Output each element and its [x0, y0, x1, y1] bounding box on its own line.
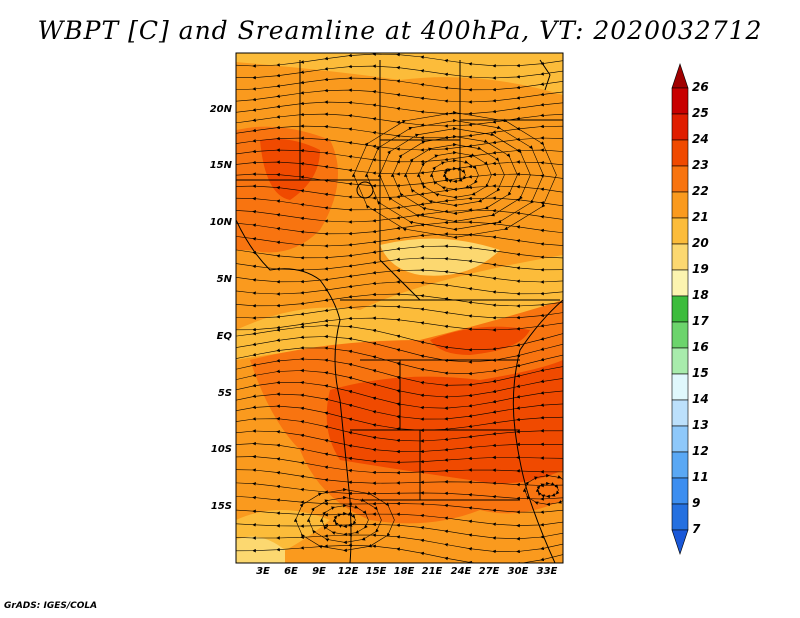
colorbar-segment — [671, 321, 689, 349]
lat-label-20n: 20N — [209, 104, 232, 115]
lon-label-3e: 3E — [256, 566, 270, 577]
colorbar-label-26: 26 — [692, 80, 709, 94]
streamlines — [236, 53, 563, 563]
lon-label-6e: 6E — [284, 566, 298, 577]
colorbar-segment — [671, 217, 689, 245]
colorbar-label-20: 20 — [692, 236, 709, 250]
colorbar-segment — [671, 477, 689, 505]
colorbar-label-9: 9 — [692, 496, 701, 510]
colorbar-segment — [671, 191, 689, 219]
streamline — [236, 88, 563, 104]
colorbar-segment — [671, 503, 689, 531]
colorbar-segment — [671, 373, 689, 401]
colorbar-segment — [671, 451, 689, 479]
lon-label-9e: 9E — [312, 566, 326, 577]
colorbar-label-23: 23 — [692, 158, 709, 172]
grads-credit: GrADS: IGES/COLA — [4, 601, 98, 611]
colorbar-segment — [671, 399, 689, 427]
lat-label-5s: 5S — [217, 388, 232, 399]
colorbar-label-24: 24 — [692, 132, 709, 146]
colorbar-label-13: 13 — [692, 418, 709, 432]
lon-label-27e: 27E — [478, 566, 500, 577]
lon-label-21e: 21E — [421, 566, 443, 577]
colorbar-bottom-arrow — [671, 529, 689, 555]
lon-label-24e: 24E — [450, 566, 472, 577]
colorbar-label-21: 21 — [692, 210, 709, 224]
colorbar-segment — [671, 425, 689, 453]
colorbar-label-22: 22 — [692, 184, 709, 198]
colorbar-label-14: 14 — [692, 392, 709, 406]
colorbar-segment — [671, 139, 689, 167]
colorbar-segment — [671, 347, 689, 375]
colorbar-segment — [671, 113, 689, 141]
lat-label-eq: EQ — [216, 331, 232, 342]
colorbar-label-11: 11 — [692, 470, 709, 484]
colorbar-label-19: 19 — [692, 262, 709, 276]
lat-label-15s: 15S — [210, 501, 232, 512]
streamline — [236, 543, 563, 563]
colorbar — [671, 63, 689, 555]
streamline — [236, 100, 563, 116]
colorbar-segment — [671, 269, 689, 297]
colorbar-segment — [671, 87, 689, 115]
lon-label-30e: 30E — [507, 566, 529, 577]
streamline — [351, 110, 557, 240]
colorbar-label-18: 18 — [692, 288, 709, 302]
colorbar-label-25: 25 — [692, 106, 709, 120]
colorbar-label-17: 17 — [692, 314, 709, 328]
map-title: WBPT [C] and Sreamline at 400hPa, VT: 20… — [37, 16, 763, 45]
streamline — [293, 487, 395, 553]
lon-label-15e: 15E — [365, 566, 387, 577]
colorbar-label-16: 16 — [692, 340, 709, 354]
lon-label-33e: 33E — [536, 566, 558, 577]
colorbar-label-15: 15 — [692, 366, 709, 380]
lon-label-18e: 18E — [393, 566, 415, 577]
colorbar-segment — [671, 295, 689, 323]
lat-label-5n: 5N — [216, 274, 232, 285]
lat-label-15n: 15N — [209, 160, 232, 171]
lat-label-10s: 10S — [210, 444, 232, 455]
streamline — [522, 473, 563, 507]
lat-label-10n: 10N — [209, 217, 232, 228]
colorbar-segment — [671, 243, 689, 271]
colorbar-top-arrow — [671, 63, 689, 89]
colorbar-label-7: 7 — [692, 522, 701, 536]
colorbar-label-12: 12 — [692, 444, 709, 458]
colorbar-segment — [671, 165, 689, 193]
plot-frame — [235, 52, 564, 564]
lon-label-12e: 12E — [337, 566, 359, 577]
